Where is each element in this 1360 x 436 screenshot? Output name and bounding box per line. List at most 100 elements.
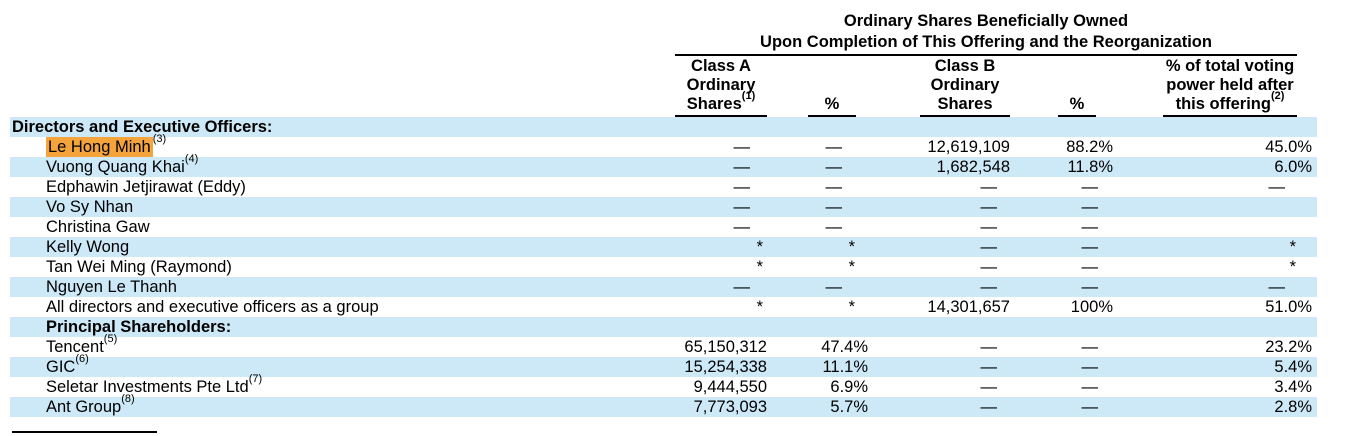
- cell-voting-power: 45.0%: [1265, 138, 1312, 156]
- cell-class-b-percent: [1010, 117, 1113, 137]
- table-row: All directors and executive officers as …: [10, 297, 1317, 317]
- cell-class-a-percent: [767, 117, 868, 137]
- table-row: Kelly Wong * * — — *: [10, 237, 1317, 257]
- beneficial-ownership-table: Directors and Executive Officers: Le Hong…: [10, 117, 1317, 417]
- column-header-line: Class B: [934, 57, 996, 75]
- footnote-ref: (1): [741, 89, 756, 102]
- table-row: Seletar Investments Pte Ltd(7) 9,444,550 6…: [10, 373, 1317, 397]
- cell-class-b-percent: —: [1081, 338, 1099, 356]
- cell-class-a-shares: 65,150,312: [684, 338, 767, 356]
- table-row: Le Hong Minh (3) — — 12,619,109 88.2% 45.0%: [10, 133, 1317, 157]
- column-header-line: Ordinary: [686, 76, 756, 94]
- cell-class-b-shares: —: [980, 178, 998, 196]
- cell-voting-power: —: [1268, 278, 1286, 296]
- cell-class-b-percent: —: [1081, 218, 1099, 236]
- cell-voting-power: —: [1268, 178, 1286, 196]
- cell-voting-power: [1113, 217, 1317, 237]
- footnote-ref: (6): [75, 352, 89, 365]
- table-row: Principal Shareholders:: [10, 317, 1317, 337]
- column-header-class-b-shares: Class B Ordinary Shares: [920, 56, 1010, 117]
- footnote-ref: (5): [103, 332, 118, 345]
- cell-class-b-shares: —: [980, 198, 998, 216]
- cell-class-a-percent: [767, 317, 868, 337]
- cell-class-b-shares: —: [980, 358, 998, 376]
- footnote-ref: (3): [152, 132, 167, 145]
- cell-class-b-shares: 14,301,657: [927, 298, 1010, 316]
- footnote-ref: (7): [248, 372, 263, 385]
- cell-class-b-shares: 12,619,109: [927, 138, 1010, 156]
- table-row: Ant Group(8) 7,773,093 5.7% — — 2.8%: [10, 392, 1317, 417]
- cell-class-a-percent: —: [825, 198, 843, 216]
- cell-class-a-shares: —: [733, 158, 751, 176]
- shareholder-name: Directors and Executive Officers:: [12, 118, 273, 136]
- cell-class-b-percent: —: [1081, 178, 1099, 196]
- table-row: Tan Wei Ming (Raymond) * * — — *: [10, 257, 1317, 277]
- shareholder-name: GIC(6): [46, 352, 89, 376]
- cell-class-a-percent: *: [848, 298, 855, 316]
- footnote-separator-rule: [12, 431, 157, 433]
- column-header-line: Shares: [937, 95, 993, 113]
- footnote-ref: (2): [1270, 89, 1285, 102]
- cell-class-a-shares: *: [756, 258, 763, 276]
- cell-class-a-shares: [668, 317, 767, 337]
- cell-class-a-percent: —: [825, 278, 843, 296]
- cell-class-a-shares: *: [756, 238, 763, 256]
- column-header-line: Class A: [691, 57, 751, 75]
- table-row: Vuong Quang Khai(4) — — 1,682,548 11.8% 6.0%: [10, 152, 1317, 177]
- shareholder-name: Vuong Quang Khai(4): [46, 152, 199, 176]
- shareholder-name: Nguyen Le Thanh: [46, 278, 177, 296]
- cell-voting-power: 5.4%: [1274, 358, 1312, 376]
- cell-class-a-percent: *: [848, 258, 855, 276]
- cell-class-b-percent: —: [1081, 378, 1099, 396]
- cell-class-a-percent: 5.7%: [830, 398, 868, 416]
- cell-class-b-percent: [1010, 317, 1113, 337]
- cell-class-a-percent: —: [825, 138, 843, 156]
- cell-class-a-shares: —: [733, 278, 751, 296]
- column-header-line: % of total voting: [1165, 57, 1295, 75]
- cell-class-b-percent: —: [1081, 238, 1099, 256]
- cell-class-a-shares: 7,773,093: [693, 398, 767, 416]
- cell-voting-power: *: [1289, 238, 1296, 256]
- column-header-voting-power: % of total voting power held after this of…: [1163, 56, 1297, 117]
- cell-class-b-shares: —: [980, 398, 998, 416]
- table-row: Tencent(5) 65,150,312 47.4% — — 23.2%: [10, 332, 1317, 357]
- cell-voting-power: [1113, 117, 1317, 137]
- shareholder-name: Le Hong Minh (3): [10, 133, 668, 157]
- cell-class-b-shares: —: [980, 378, 998, 396]
- cell-class-b-shares: —: [980, 258, 998, 276]
- cell-class-a-percent: 11.1%: [822, 358, 868, 376]
- table-row: Christina Gaw — — — —: [10, 217, 1317, 237]
- cell-voting-power: 6.0%: [1274, 158, 1312, 176]
- shareholder-name: Vo Sy Nhan: [46, 198, 134, 216]
- cell-voting-power: [1113, 317, 1317, 337]
- cell-class-a-shares: —: [733, 178, 751, 196]
- shareholder-name: Edphawin Jetjirawat (Eddy): [46, 178, 246, 196]
- shareholder-name: Tencent(5): [46, 332, 118, 356]
- column-header-line: Shares(1): [686, 89, 756, 113]
- column-header-line: Ordinary: [930, 76, 1000, 94]
- footnote-ref: (8): [121, 392, 135, 405]
- column-header-class-b-percent: %: [1058, 56, 1096, 117]
- table-title-line2: Upon Completion of This Offering and the…: [760, 32, 1212, 51]
- cell-voting-power: 23.2%: [1265, 338, 1312, 356]
- table-row: Vo Sy Nhan — — — —: [10, 197, 1317, 217]
- shareholder-name: All directors and executive officers as …: [46, 298, 379, 316]
- cell-class-a-percent: 47.4%: [821, 338, 868, 356]
- cell-class-b-percent: —: [1081, 198, 1099, 216]
- table-row: Directors and Executive Officers:: [10, 117, 1317, 137]
- cell-class-b-percent: 88.2%: [1066, 138, 1113, 156]
- cell-class-b-shares: —: [980, 218, 998, 236]
- table-row: Nguyen Le Thanh — — — — —: [10, 277, 1317, 297]
- column-header-line: %: [824, 95, 840, 113]
- cell-class-a-shares: —: [733, 138, 751, 156]
- cell-class-b-shares: —: [980, 338, 998, 356]
- cell-voting-power: 2.8%: [1274, 398, 1312, 416]
- cell-class-b-percent: —: [1081, 278, 1099, 296]
- cell-class-b-shares: —: [980, 238, 998, 256]
- column-header-class-a-percent: %: [808, 56, 856, 117]
- cell-class-a-shares: —: [733, 198, 751, 216]
- cell-class-b-percent: —: [1081, 258, 1099, 276]
- cell-class-a-percent: 6.9%: [830, 378, 868, 396]
- cell-class-a-percent: —: [825, 218, 843, 236]
- shareholder-name: Ant Group(8): [46, 392, 135, 416]
